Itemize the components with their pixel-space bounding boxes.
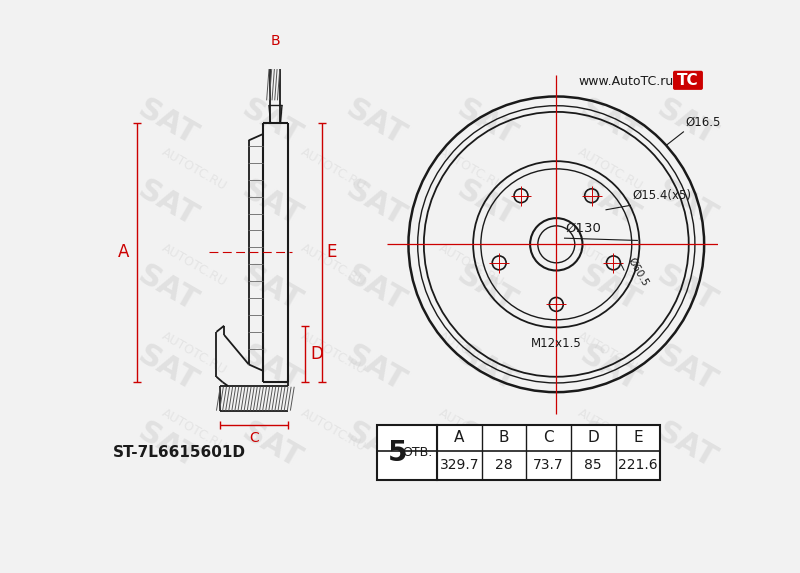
- Text: D: D: [310, 345, 322, 363]
- Text: SAT: SAT: [133, 340, 202, 398]
- Text: AUTOTC.RU: AUTOTC.RU: [159, 145, 230, 193]
- Text: C: C: [543, 430, 554, 445]
- Text: 28: 28: [495, 458, 513, 472]
- Text: SAT: SAT: [133, 260, 202, 317]
- Text: Ø130: Ø130: [566, 222, 602, 235]
- Text: SAT: SAT: [452, 418, 522, 474]
- Text: SAT: SAT: [237, 175, 306, 232]
- Text: www.AutoTC.ru: www.AutoTC.ru: [578, 74, 674, 88]
- Text: SAT: SAT: [237, 418, 306, 474]
- Text: D: D: [587, 430, 599, 445]
- Text: 73.7: 73.7: [534, 458, 564, 472]
- Text: SAT: SAT: [237, 260, 306, 317]
- Text: SAT: SAT: [575, 94, 645, 151]
- Text: SAT: SAT: [452, 175, 522, 232]
- Text: AUTOTC.RU: AUTOTC.RU: [159, 330, 230, 378]
- Text: AUTOTC.RU: AUTOTC.RU: [575, 241, 645, 289]
- Text: E: E: [327, 244, 338, 261]
- Bar: [437, 425, 660, 480]
- Text: 329.7: 329.7: [439, 458, 479, 472]
- Text: ST-7L6615601D: ST-7L6615601D: [113, 445, 246, 460]
- Text: SAT: SAT: [452, 94, 522, 151]
- Text: SAT: SAT: [340, 260, 410, 317]
- Text: C: C: [250, 431, 259, 445]
- Text: SAT: SAT: [133, 418, 202, 474]
- Text: AUTOTC.RU: AUTOTC.RU: [575, 145, 645, 193]
- Text: 5: 5: [388, 438, 407, 466]
- Text: AUTOTC.RU: AUTOTC.RU: [437, 145, 506, 193]
- Text: SAT: SAT: [652, 94, 722, 151]
- Text: 221.6: 221.6: [618, 458, 658, 472]
- Text: SAT: SAT: [652, 260, 722, 317]
- Text: AUTOTC.RU: AUTOTC.RU: [298, 145, 368, 193]
- Text: SAT: SAT: [237, 340, 306, 398]
- Text: 85: 85: [585, 458, 602, 472]
- Text: SAT: SAT: [575, 175, 645, 232]
- Text: SAT: SAT: [575, 260, 645, 317]
- Text: AUTOTC.RU: AUTOTC.RU: [437, 407, 506, 454]
- Text: SAT: SAT: [340, 418, 410, 474]
- Text: SAT: SAT: [652, 418, 722, 474]
- Text: AUTOTC.RU: AUTOTC.RU: [437, 241, 506, 289]
- Bar: [377, 425, 437, 480]
- Text: AUTOTC.RU: AUTOTC.RU: [575, 407, 645, 454]
- Text: Ø15.4(x5): Ø15.4(x5): [633, 189, 691, 202]
- Text: SAT: SAT: [452, 340, 522, 398]
- Text: SAT: SAT: [133, 94, 202, 151]
- Text: AUTOTC.RU: AUTOTC.RU: [159, 407, 230, 454]
- Text: E: E: [633, 430, 642, 445]
- Text: M12x1.5: M12x1.5: [531, 337, 582, 350]
- Text: Ø16.5: Ø16.5: [686, 115, 721, 128]
- Text: A: A: [118, 244, 129, 261]
- Text: A: A: [454, 430, 465, 445]
- Text: SAT: SAT: [133, 175, 202, 232]
- Text: AUTOTC.RU: AUTOTC.RU: [298, 241, 368, 289]
- Text: SAT: SAT: [237, 94, 306, 151]
- Text: SAT: SAT: [452, 260, 522, 317]
- Text: SAT: SAT: [340, 94, 410, 151]
- Text: AUTOTC.RU: AUTOTC.RU: [298, 407, 368, 454]
- Text: B: B: [498, 430, 509, 445]
- Text: AUTOTC.RU: AUTOTC.RU: [159, 241, 230, 289]
- Text: SAT: SAT: [340, 175, 410, 232]
- Text: SAT: SAT: [652, 175, 722, 232]
- Text: TC: TC: [677, 73, 698, 88]
- Text: B: B: [270, 34, 280, 48]
- Text: AUTOTC.RU: AUTOTC.RU: [575, 330, 645, 378]
- Text: SAT: SAT: [340, 340, 410, 398]
- Text: SAT: SAT: [575, 340, 645, 398]
- Text: SAT: SAT: [575, 418, 645, 474]
- Text: AUTOTC.RU: AUTOTC.RU: [298, 330, 368, 378]
- FancyBboxPatch shape: [674, 72, 702, 89]
- Text: SAT: SAT: [652, 340, 722, 398]
- Text: ОТВ.: ОТВ.: [402, 446, 433, 459]
- Text: AUTOTC.RU: AUTOTC.RU: [437, 330, 506, 378]
- Text: Ø60.5: Ø60.5: [626, 256, 650, 288]
